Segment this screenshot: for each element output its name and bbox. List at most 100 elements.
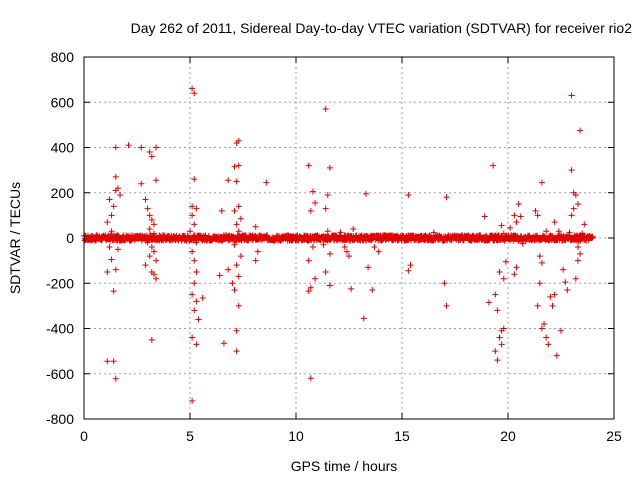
- data-point: [309, 188, 316, 195]
- data-point: [532, 207, 539, 214]
- data-point: [350, 225, 357, 232]
- data-point: [371, 244, 378, 251]
- data-point: [146, 253, 153, 260]
- data-point: [534, 212, 541, 219]
- data-point: [112, 375, 119, 382]
- data-point: [189, 203, 196, 210]
- data-point: [324, 237, 331, 244]
- data-point: [220, 340, 227, 347]
- data-point: [191, 280, 198, 287]
- data-points: [104, 85, 588, 404]
- data-point: [579, 230, 586, 237]
- data-point: [254, 248, 261, 255]
- data-point: [581, 221, 588, 228]
- data-point: [492, 291, 499, 298]
- data-point: [538, 325, 545, 332]
- data-point: [312, 199, 319, 206]
- data-point: [309, 244, 316, 251]
- data-point: [500, 230, 507, 237]
- y-tick-label: -200: [46, 275, 74, 291]
- data-point: [142, 262, 149, 269]
- data-point: [150, 230, 157, 237]
- data-point: [568, 92, 575, 99]
- data-point: [490, 162, 497, 169]
- data-point: [233, 348, 240, 355]
- data-point: [237, 215, 244, 222]
- data-point: [543, 228, 550, 235]
- data-point: [566, 229, 573, 236]
- data-point: [187, 228, 193, 235]
- data-point: [117, 192, 124, 199]
- data-point: [235, 273, 242, 280]
- data-point: [312, 275, 319, 282]
- data-point: [106, 196, 113, 203]
- data-point: [538, 259, 545, 266]
- data-point: [551, 219, 558, 226]
- data-point: [191, 257, 198, 264]
- data-point: [191, 221, 198, 228]
- data-point: [108, 212, 115, 219]
- data-point: [150, 221, 157, 228]
- data-point: [150, 271, 157, 278]
- data-point: [348, 285, 355, 292]
- x-tick-label: 10: [288, 428, 304, 444]
- data-point: [195, 316, 202, 323]
- data-point: [375, 248, 382, 255]
- data-point: [148, 153, 155, 160]
- data-point: [153, 144, 160, 151]
- data-point: [558, 327, 564, 334]
- data-point: [150, 248, 157, 255]
- data-point: [233, 327, 240, 334]
- data-point: [218, 207, 225, 214]
- data-point: [322, 205, 329, 212]
- data-point: [307, 207, 314, 214]
- y-tick-label: -400: [46, 321, 74, 337]
- data-point: [189, 85, 196, 92]
- band-markers: [81, 232, 596, 244]
- data-point: [519, 240, 526, 247]
- data-point: [430, 229, 437, 236]
- x-axis-label: GPS time / hours: [291, 458, 398, 474]
- data-point: [360, 315, 367, 322]
- y-tick-label: -800: [46, 411, 74, 427]
- y-tick-label: 200: [51, 185, 75, 201]
- data-point: [110, 288, 117, 295]
- x-tick-label: 20: [500, 428, 516, 444]
- data-point: [324, 192, 331, 199]
- data-point: [112, 173, 119, 180]
- data-point: [114, 246, 121, 253]
- y-tick-label: 800: [51, 49, 75, 65]
- data-point: [110, 358, 117, 365]
- data-point: [405, 192, 412, 199]
- data-point: [146, 225, 153, 232]
- data-point: [549, 302, 556, 309]
- data-point: [231, 207, 238, 214]
- data-point: [142, 196, 149, 203]
- data-point: [341, 244, 348, 251]
- data-point: [324, 228, 331, 235]
- data-point: [407, 262, 414, 269]
- data-point: [307, 284, 314, 291]
- data-point: [322, 268, 329, 275]
- data-band: [81, 232, 596, 244]
- data-point: [553, 352, 560, 359]
- data-point: [233, 221, 240, 228]
- data-point: [189, 291, 196, 298]
- data-point: [193, 239, 200, 246]
- data-point: [229, 280, 236, 287]
- data-point: [189, 334, 196, 341]
- data-point: [515, 201, 522, 208]
- data-point: [106, 244, 113, 251]
- data-point: [144, 205, 151, 212]
- data-point: [114, 185, 121, 192]
- data-point: [343, 248, 350, 255]
- y-tick-label: 600: [51, 94, 75, 110]
- data-point: [564, 287, 571, 294]
- data-point: [193, 268, 200, 275]
- x-tick-label: 0: [80, 428, 88, 444]
- data-point: [189, 212, 196, 219]
- data-point: [193, 205, 200, 212]
- plot-frame: [83, 56, 615, 420]
- data-point: [570, 205, 577, 212]
